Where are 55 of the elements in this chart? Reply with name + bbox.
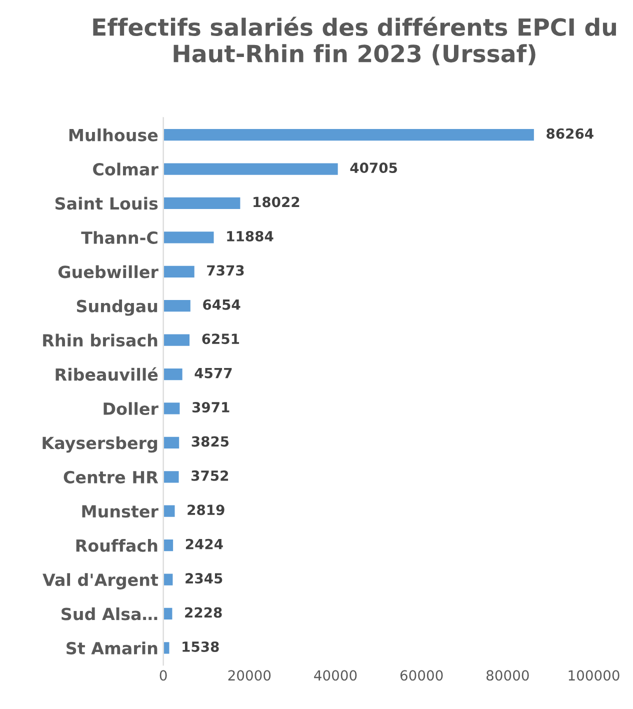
data-label: 40705 bbox=[350, 162, 397, 174]
y-tick-label: Mulhouse bbox=[69, 128, 158, 142]
data-label: 2819 bbox=[188, 504, 224, 516]
y-tick-label: Doller bbox=[104, 402, 158, 416]
data-label: 2228 bbox=[185, 607, 222, 618]
bar bbox=[163, 572, 174, 587]
bar bbox=[163, 162, 340, 176]
y-tick-label: Guebwiller bbox=[58, 265, 158, 278]
data-label: 3752 bbox=[192, 470, 228, 481]
bar bbox=[163, 538, 174, 553]
x-tick-label: 40000 bbox=[314, 670, 357, 681]
bar bbox=[163, 367, 184, 382]
bar bbox=[163, 504, 176, 518]
y-tick-label: Munster bbox=[82, 505, 158, 518]
bar bbox=[163, 332, 191, 348]
data-label: 3971 bbox=[192, 402, 230, 413]
data-label: 6251 bbox=[202, 334, 240, 344]
data-label: 18022 bbox=[254, 196, 300, 208]
bar bbox=[163, 298, 192, 314]
x-tick-label: 0 bbox=[160, 670, 167, 681]
y-tick-label: Rouffach bbox=[76, 538, 158, 552]
y-tick-label: Sud Alsa… bbox=[62, 607, 158, 620]
bar bbox=[163, 401, 182, 416]
x-tick-label: 80000 bbox=[486, 670, 529, 681]
bar bbox=[163, 640, 171, 656]
data-label: 6454 bbox=[203, 299, 240, 310]
data-label: 1538 bbox=[182, 641, 219, 652]
bar bbox=[163, 470, 180, 484]
bar bbox=[163, 435, 180, 450]
data-label: 2424 bbox=[186, 538, 223, 550]
y-tick-label: Colmar bbox=[93, 162, 158, 176]
x-tick-label: 100000 bbox=[568, 670, 620, 681]
bar bbox=[163, 230, 216, 245]
bar bbox=[163, 606, 174, 621]
chart-title: Effectifs salariés des différents EPCI du Haut-Rhin fin 2023 (Urssaf) bbox=[93, 16, 616, 66]
data-label: 3825 bbox=[192, 436, 229, 447]
x-tick-label: 20000 bbox=[228, 670, 271, 681]
data-label: 4577 bbox=[194, 368, 232, 378]
y-tick-label: Ribeauvillé bbox=[56, 367, 158, 381]
y-tick-label: Sundgau bbox=[76, 300, 158, 316]
data-label: 11884 bbox=[227, 230, 274, 242]
data-label: 2345 bbox=[186, 573, 222, 584]
data-label: 86264 bbox=[546, 128, 594, 139]
y-tick-label: Rhin brisach bbox=[43, 334, 158, 347]
y-tick-label: Kaysersberg bbox=[42, 436, 158, 453]
data-label: 7373 bbox=[207, 265, 244, 276]
x-tick-label: 60000 bbox=[400, 670, 443, 681]
bar bbox=[163, 264, 196, 279]
y-tick-label: St Amarin bbox=[66, 642, 158, 655]
y-tick-label: Centre HR bbox=[64, 470, 158, 484]
bar bbox=[163, 196, 242, 210]
bar bbox=[163, 128, 536, 142]
y-tick-label: Thann-C bbox=[81, 231, 158, 244]
y-tick-label: Val d'Argent bbox=[42, 573, 158, 590]
y-tick-label: Saint Louis bbox=[55, 196, 158, 210]
